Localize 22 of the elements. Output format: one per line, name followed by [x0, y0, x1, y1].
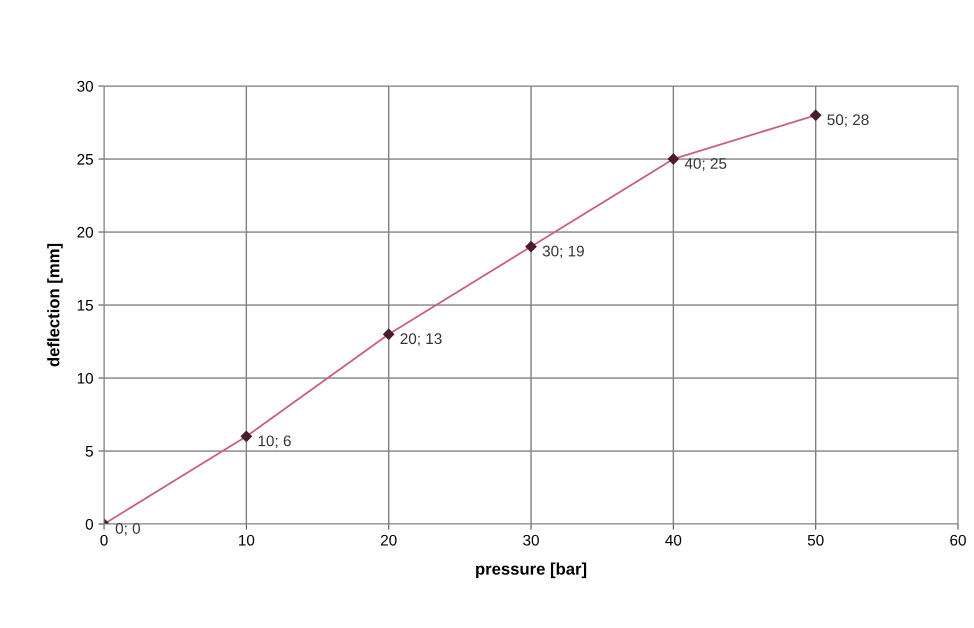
y-tick-label: 30 — [77, 80, 94, 92]
data-label: 0; 0 — [116, 523, 140, 536]
data-label: 10; 6 — [258, 435, 291, 448]
y-axis-title: deflection [mm] — [47, 244, 63, 366]
y-tick-label: 25 — [77, 154, 93, 165]
x-tick-label: 20 — [380, 534, 397, 546]
x-tick-label: 40 — [665, 534, 682, 546]
y-tick-label: 5 — [86, 446, 93, 457]
data-label: 50; 28 — [827, 114, 869, 127]
x-tick-label: 60 — [950, 534, 966, 546]
x-tick-label: 50 — [808, 534, 824, 546]
x-tick-label: 30 — [523, 534, 539, 546]
y-tick-label: 20 — [77, 226, 94, 238]
y-tick-label: 0 — [86, 518, 94, 530]
x-axis-title: pressure [bar] — [476, 562, 586, 578]
data-label: 30; 19 — [542, 246, 584, 258]
data-label: 40; 25 — [684, 158, 726, 171]
y-tick-label: 10 — [78, 372, 94, 384]
data-label: 20; 13 — [400, 333, 442, 346]
y-tick-label: 15 — [78, 300, 93, 311]
x-tick-label: 10 — [239, 534, 254, 546]
x-tick-label: 0 — [100, 534, 108, 546]
